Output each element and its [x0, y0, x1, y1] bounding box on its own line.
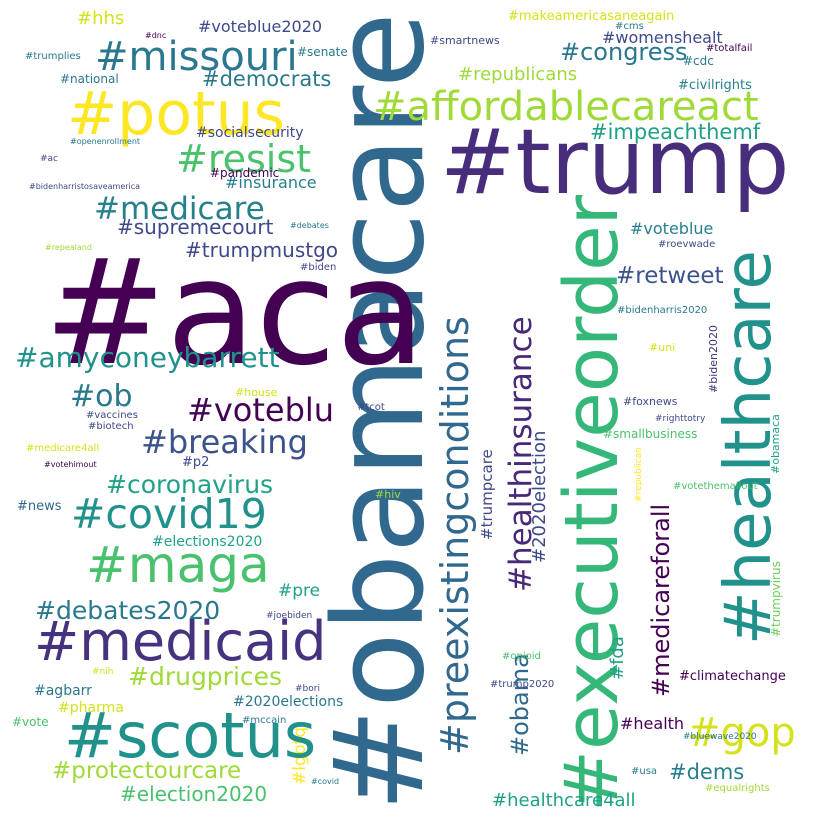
word-democrats: #democrats	[202, 67, 332, 91]
word-supremecourt: #supremecourt	[117, 215, 274, 239]
word-mccain: #mccain	[242, 715, 287, 726]
word-protectourcare: #protectourcare	[52, 758, 242, 784]
word-dems: #dems	[669, 760, 745, 784]
word-covid: #covid	[311, 777, 340, 786]
word-agbarr: #agbarr	[34, 683, 92, 699]
word-resist: #resist	[176, 137, 312, 181]
word-dnc: #dnc	[145, 31, 167, 40]
word-trumpcare: #trumpcare	[478, 449, 496, 540]
word-joebiden: #joebiden	[266, 611, 313, 621]
word-socialsecurity: #socialsecurity	[196, 125, 304, 141]
word-senate: #senate	[297, 45, 348, 59]
word-republicans: #republicans	[458, 64, 578, 85]
word-election2020: #election2020	[120, 782, 268, 806]
word-roevwade: #roevwade	[658, 239, 716, 250]
word-drugprices: #drugprices	[128, 662, 283, 691]
word-preexistingconditions: #preexistingconditions	[433, 316, 477, 755]
word-nih: #nih	[92, 667, 114, 677]
word-news: #news	[17, 499, 62, 514]
word-equalrights: #equalrights	[705, 783, 770, 794]
word-amyconeybarrett: #amyconeybarrett	[15, 341, 280, 374]
word-trumpmustgo: #trumpmustgo	[185, 238, 339, 262]
word-trump2020: #trump2020	[490, 679, 555, 690]
word-biotech: #biotech	[88, 421, 134, 432]
word-congress: #congress	[560, 38, 688, 66]
word-cdc: #cdc	[683, 54, 714, 68]
word-trumpvirus: #trumpvirus	[769, 561, 783, 637]
word-p2: #p2	[182, 455, 210, 470]
word-2020election: #2020election	[529, 430, 550, 563]
word-voteblue: #voteblue	[630, 219, 714, 238]
word-hhs: #hhs	[77, 8, 125, 29]
word-civilrights: #civilrights	[678, 78, 752, 93]
word-breaking: #breaking	[141, 423, 308, 461]
word-obama: #obama	[506, 653, 534, 756]
word-fda: #fda	[607, 636, 628, 680]
word-righttotry: #righttotry	[655, 414, 706, 424]
word-smallbusiness: #smallbusiness	[603, 427, 698, 441]
word-house: #house	[235, 386, 278, 399]
word-bori: #bori	[295, 684, 320, 694]
word-trump: #trump	[440, 110, 790, 215]
word-2020elections: #2020elections	[233, 694, 344, 710]
word-cms: #cms	[615, 21, 644, 32]
word-hiv: #hiv	[375, 488, 401, 501]
word-elections2020: #elections2020	[152, 534, 263, 550]
word-maga: #maga	[86, 536, 270, 594]
word-obamaca: #obamaca	[769, 414, 782, 474]
word-retweet: #retweet	[616, 263, 724, 289]
word-vote: #vote	[12, 715, 49, 729]
word-pharma: #pharma	[58, 700, 124, 716]
word-climatechange: #climatechange	[679, 669, 786, 684]
word-healthcare4all: #healthcare4all	[492, 790, 636, 811]
word-womenshealt: #womenshealt	[602, 28, 723, 47]
word-votethemallout: #votethemallout	[673, 481, 758, 492]
word-voteblu: #voteblu	[187, 391, 335, 429]
word-medicaid: #medicaid	[34, 610, 327, 673]
word-impeachthemf: #impeachthemf	[590, 120, 761, 144]
word-covid19: #covid19	[71, 490, 267, 538]
word-debates: #debates	[290, 221, 329, 230]
word-republican: #republican	[634, 447, 644, 502]
word-medicareforall: #medicareforall	[647, 503, 675, 697]
word-voteblue2020: #voteblue2020	[198, 17, 323, 36]
word-ac: #ac	[40, 154, 59, 164]
word-biden2020: #biden2020	[707, 325, 720, 393]
word-missouri: #missouri	[95, 34, 298, 80]
word-makeamericasaneagain: #makeamericasaneagain	[508, 9, 675, 24]
word-medicare: #medicare	[94, 191, 265, 227]
word-usa: #usa	[631, 766, 658, 777]
word-health: #health	[620, 714, 685, 733]
word-tcot: #tcot	[357, 402, 385, 413]
word-debates2020: #debates2020	[35, 596, 221, 625]
word-votehimout: #votehimout	[44, 460, 97, 469]
word-coronavirus: #coronavirus	[106, 470, 274, 499]
word-foxnews: #foxnews	[623, 395, 678, 408]
word-uni: #uni	[649, 341, 676, 354]
word-bidenharristosaveamerica: #bidenharristosaveamerica	[29, 182, 141, 191]
word-vaccines: #vaccines	[86, 410, 138, 421]
word-aca: #aca	[44, 228, 426, 398]
word-medicare4all: #medicare4all	[26, 443, 100, 454]
word-scotus: #scotus	[64, 699, 317, 772]
word-potus: #potus	[67, 79, 285, 149]
word-ob: #ob	[70, 379, 133, 414]
word-opioid: #opioid	[502, 651, 541, 662]
word-gop: #gop	[687, 710, 796, 756]
word-bluewave2020: #bluewave2020	[683, 732, 757, 742]
word-bidenharris2020: #bidenharris2020	[617, 305, 708, 316]
word-openenrollment: #openenrollment	[70, 137, 141, 146]
word-repealand: #repealand	[45, 243, 92, 252]
word-biden: #biden	[300, 262, 337, 273]
word-smartnews: #smartnews	[430, 34, 500, 47]
word-affordablecareact: #affordablecareact	[373, 84, 759, 130]
word-insurance: #insurance	[225, 173, 317, 192]
word-pandemic: #pandemic	[210, 166, 280, 180]
word-trumplies: #trumplies	[25, 51, 81, 62]
word-totalfail: #totalfail	[706, 43, 753, 54]
word-pre: #pre	[278, 581, 321, 601]
word-national: #national	[60, 72, 119, 86]
